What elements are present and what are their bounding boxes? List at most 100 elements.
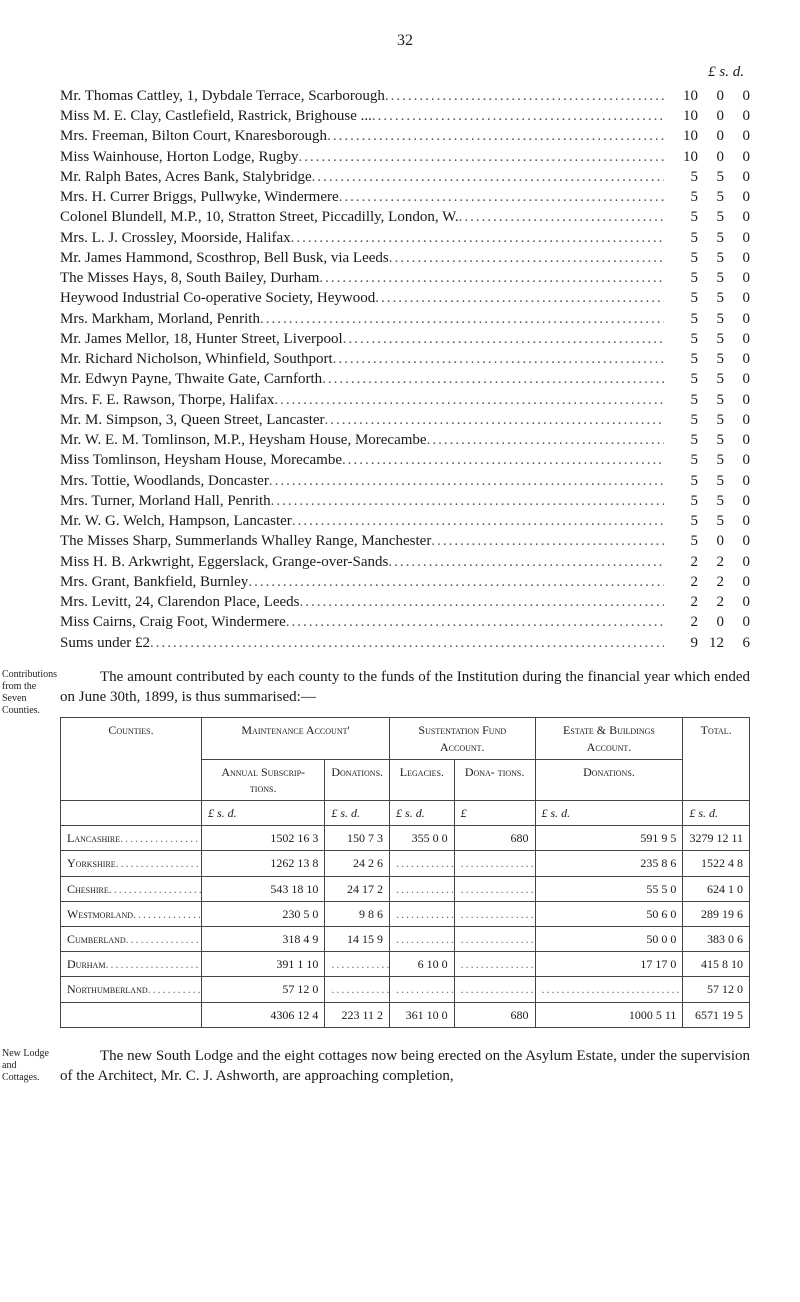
donor-row: Colonel Blundell, M.P., 10, Stratton Str… [60, 207, 750, 227]
donor-amount: 550 [664, 207, 750, 227]
donor-amount: 550 [664, 410, 750, 430]
money-col-l: 5 [672, 410, 698, 430]
money-col-l: 5 [672, 349, 698, 369]
money-col-s: 5 [698, 349, 724, 369]
lsd-cell: £ s. d. [535, 801, 683, 826]
value-cell: 1522 4 8 [683, 851, 750, 876]
paragraph-1-text: The amount contributed by each county to… [60, 669, 750, 705]
page-number: 32 [60, 30, 750, 52]
money-col-d: 0 [724, 390, 750, 410]
donor-amount: 550 [664, 511, 750, 531]
table-row: Cumberland318 4 914 15 950 0 0383 0 6 [61, 927, 750, 952]
money-col-s: 5 [698, 187, 724, 207]
donor-amount: 500 [664, 531, 750, 551]
donor-label: Miss Wainhouse, Horton Lodge, Rugby [60, 147, 664, 167]
money-col-s: 5 [698, 228, 724, 248]
county-cell: Northumberland [61, 977, 202, 1002]
money-col-d: 0 [724, 268, 750, 288]
donor-label: Miss H. B. Arkwright, Eggerslack, Grange… [60, 552, 664, 572]
donor-label: The Misses Hays, 8, South Bailey, Durham [60, 268, 664, 288]
donor-row: Miss Wainhouse, Horton Lodge, Rugby1000 [60, 147, 750, 167]
money-col-l: 5 [672, 228, 698, 248]
totals-label [61, 1002, 202, 1027]
donor-label: Mrs. H. Currer Briggs, Pullwyke, Winderm… [60, 187, 664, 207]
donor-row: The Misses Sharp, Summerlands Whalley Ra… [60, 531, 750, 551]
donor-label: The Misses Sharp, Summerlands Whalley Ra… [60, 531, 664, 551]
th-sustentation-donations: Dona- tions. [454, 759, 535, 800]
value-cell: 624 1 0 [683, 876, 750, 901]
money-col-s: 5 [698, 329, 724, 349]
donor-amount: 1000 [664, 86, 750, 106]
donor-row: Mr. James Mellor, 18, Hunter Street, Liv… [60, 329, 750, 349]
money-col-s: 0 [698, 147, 724, 167]
money-col-l: 5 [672, 167, 698, 187]
value-cell: 150 7 3 [325, 826, 390, 851]
money-col-l: 2 [672, 612, 698, 632]
donor-amount: 550 [664, 369, 750, 389]
money-col-s: 12 [698, 633, 724, 653]
money-col-s: 5 [698, 309, 724, 329]
donor-amount: 550 [664, 288, 750, 308]
value-cell: 415 8 10 [683, 952, 750, 977]
donor-row: Mrs. Markham, Morland, Penrith550 [60, 309, 750, 329]
donor-label: Miss Cairns, Craig Foot, Windermere [60, 612, 664, 632]
money-col-d: 0 [724, 531, 750, 551]
donor-label: Mrs. Tottie, Woodlands, Doncaster [60, 471, 664, 491]
value-cell: 383 0 6 [683, 927, 750, 952]
donor-label: Mr. Ralph Bates, Acres Bank, Stalybridge [60, 167, 664, 187]
lsd-cell: £ s. d. [325, 801, 390, 826]
money-col-l: 10 [672, 86, 698, 106]
value-cell [454, 977, 535, 1002]
donor-amount: 200 [664, 612, 750, 632]
margin-note-contributions: Contributions from the Seven Counties. [2, 669, 56, 717]
money-col-s: 0 [698, 106, 724, 126]
value-cell: 57 12 0 [683, 977, 750, 1002]
value-cell [535, 977, 683, 1002]
donor-amount: 1000 [664, 147, 750, 167]
money-col-l: 5 [672, 390, 698, 410]
donor-label: Mr. Thomas Cattley, 1, Dybdale Terrace, … [60, 86, 664, 106]
donor-label: Mr. M. Simpson, 3, Queen Street, Lancast… [60, 410, 664, 430]
donor-amount: 220 [664, 572, 750, 592]
donor-row: Mr. W. E. M. Tomlinson, M.P., Heysham Ho… [60, 430, 750, 450]
value-cell: 318 4 9 [202, 927, 325, 952]
money-col-s: 5 [698, 471, 724, 491]
table-row: Westmorland230 5 09 8 650 6 0289 19 6 [61, 901, 750, 926]
money-col-s: 5 [698, 288, 724, 308]
county-cell: Lancashire [61, 826, 202, 851]
th-legacies: Legacies. [390, 759, 455, 800]
county-cell: Westmorland [61, 901, 202, 926]
money-col-d: 0 [724, 491, 750, 511]
money-col-s: 5 [698, 248, 724, 268]
lsd-cell: £ s. d. [390, 801, 455, 826]
value-cell: 9 8 6 [325, 901, 390, 926]
table-row: Northumberland57 12 057 12 0 [61, 977, 750, 1002]
donor-label: Mrs. Turner, Morland Hall, Penrith [60, 491, 664, 511]
money-col-l: 2 [672, 552, 698, 572]
totals-cell: 4306 12 4 [202, 1002, 325, 1027]
donor-row: Mr. Ralph Bates, Acres Bank, Stalybridge… [60, 167, 750, 187]
money-col-d: 0 [724, 309, 750, 329]
donor-amount: 550 [664, 471, 750, 491]
totals-cell: 223 11 2 [325, 1002, 390, 1027]
county-cell: Cheshire [61, 876, 202, 901]
totals-row: 4306 12 4223 11 2361 10 06801000 5 11657… [61, 1002, 750, 1027]
donor-row: Mrs. L. J. Crossley, Moorside, Halifax55… [60, 228, 750, 248]
money-col-d: 0 [724, 572, 750, 592]
money-col-l: 5 [672, 471, 698, 491]
money-col-l: 5 [672, 369, 698, 389]
money-col-l: 10 [672, 106, 698, 126]
money-col-d: 0 [724, 592, 750, 612]
money-col-s: 5 [698, 491, 724, 511]
donor-amount: 550 [664, 349, 750, 369]
money-col-s: 2 [698, 592, 724, 612]
value-cell: 14 15 9 [325, 927, 390, 952]
money-column-heading: £ s. d. [60, 62, 750, 82]
donor-row: Mr. Richard Nicholson, Whinfield, Southp… [60, 349, 750, 369]
table-row: Lancashire1502 16 3150 7 3355 0 0680591 … [61, 826, 750, 851]
donor-row: Miss Tomlinson, Heysham House, Morecambe… [60, 450, 750, 470]
money-col-s: 0 [698, 531, 724, 551]
donor-label: Mr. W. E. M. Tomlinson, M.P., Heysham Ho… [60, 430, 664, 450]
donor-amount: 1000 [664, 126, 750, 146]
th-annual-subscriptions: Annual Subscrip- tions. [202, 759, 325, 800]
